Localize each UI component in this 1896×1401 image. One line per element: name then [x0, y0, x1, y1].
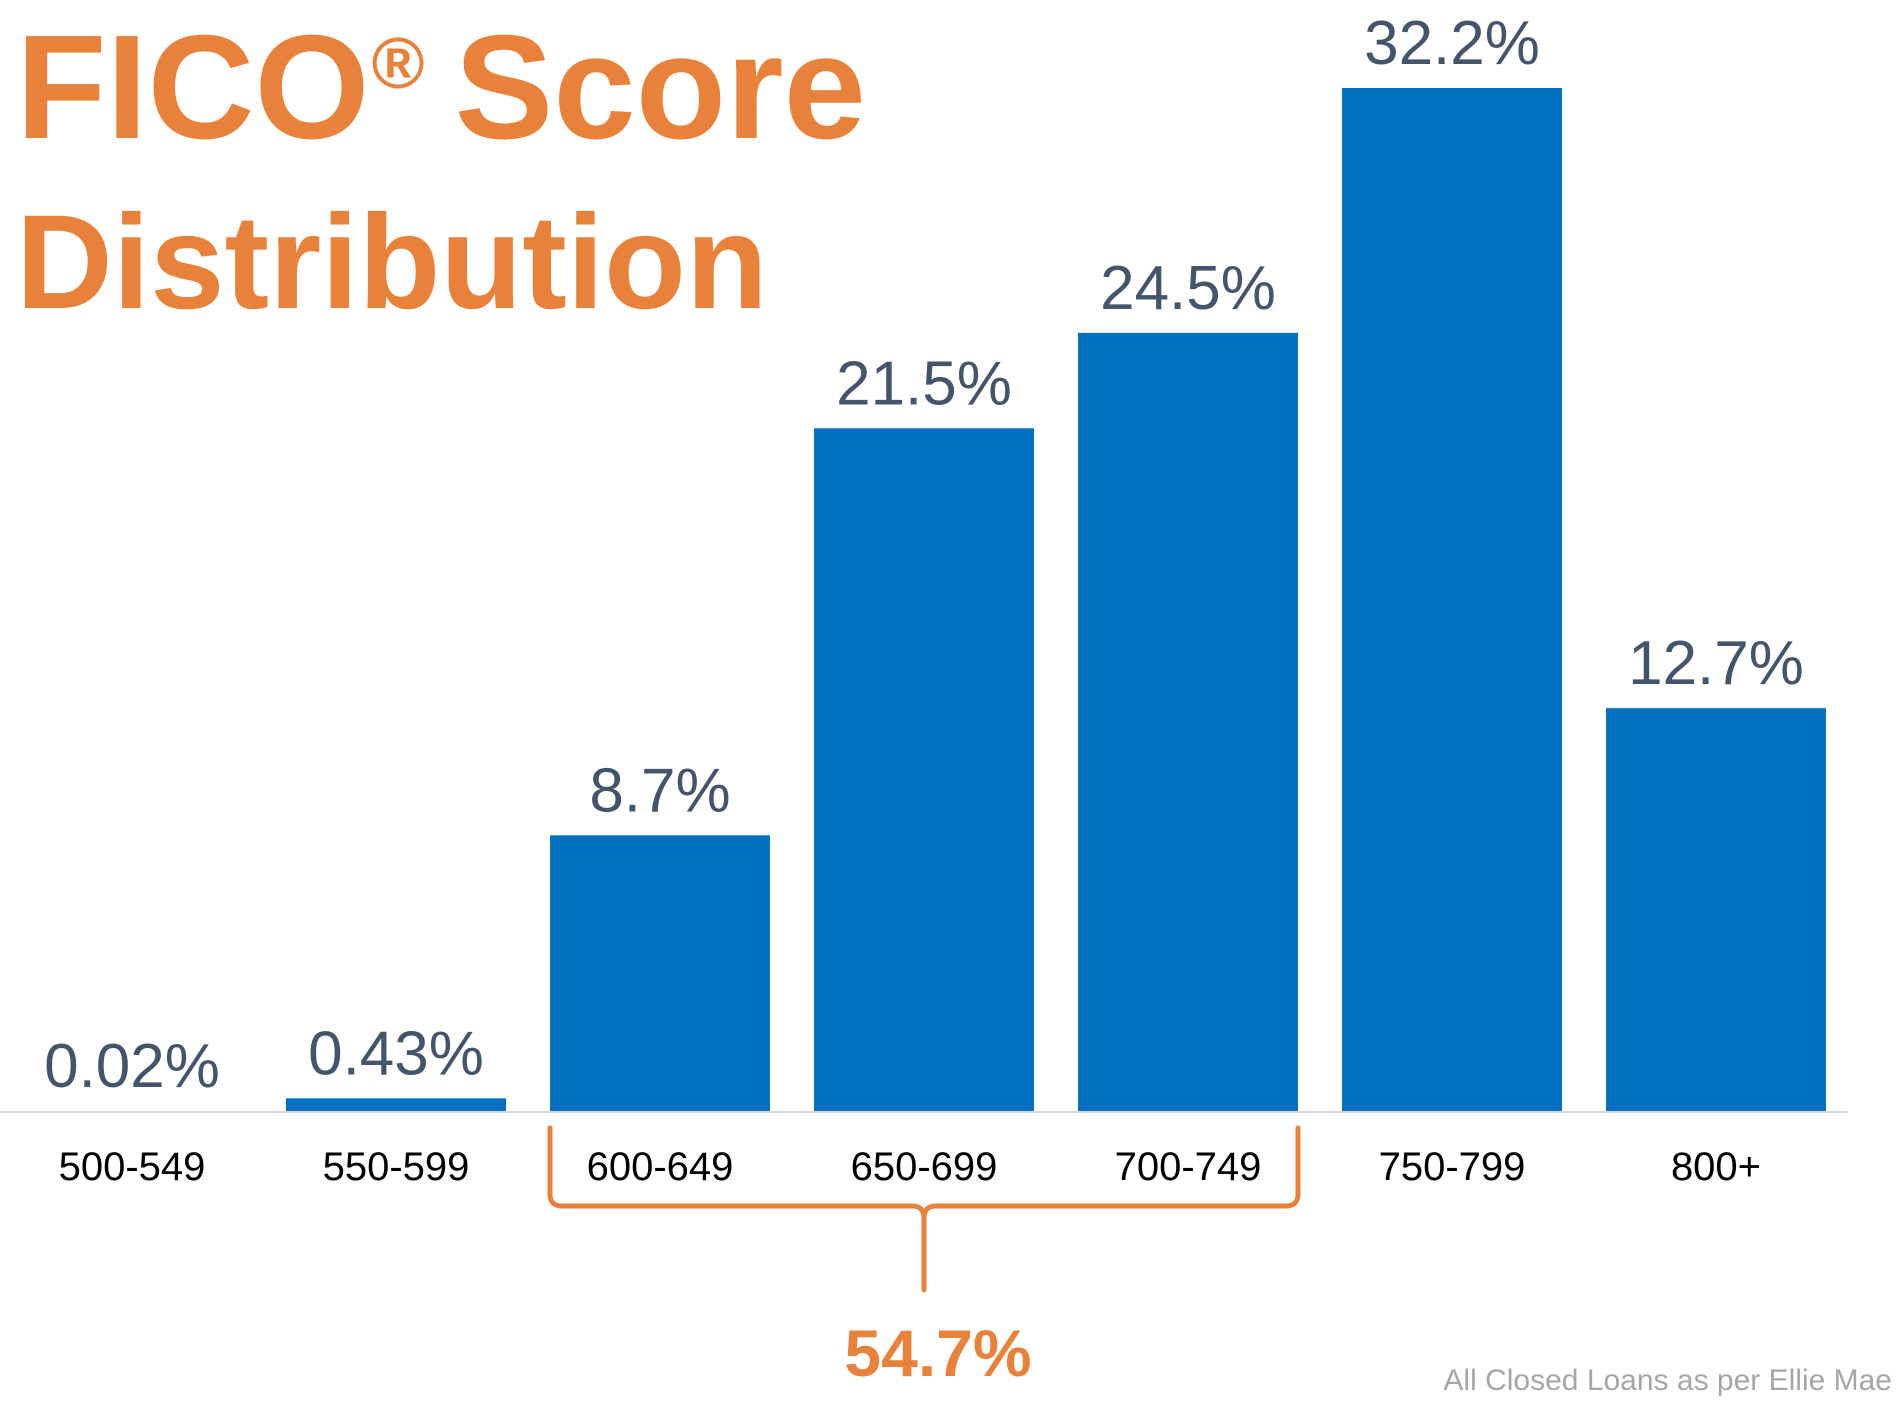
value-label-650-699: 21.5% — [836, 349, 1012, 418]
value-label-500-549: 0.02% — [44, 1032, 220, 1101]
bracket-total-label: 54.7% — [844, 1316, 1031, 1390]
bar-550-599 — [286, 1098, 506, 1112]
registered-mark: ® — [371, 24, 425, 104]
category-label-500-549: 500-549 — [59, 1145, 206, 1189]
chart-title-line2: Distribution — [16, 188, 768, 337]
value-label-700-749: 24.5% — [1100, 254, 1276, 323]
source-footnote: All Closed Loans as per Ellie Mae — [1443, 1364, 1892, 1397]
chart-title-line1: FICO® Score — [16, 14, 866, 162]
category-label-650-699: 650-699 — [851, 1145, 998, 1189]
value-label-750-799: 32.2% — [1364, 9, 1540, 78]
category-label-750-799: 750-799 — [1379, 1145, 1526, 1189]
category-label-550-599: 550-599 — [323, 1145, 470, 1189]
bars-group — [22, 88, 1826, 1112]
bar-600-649 — [550, 835, 770, 1112]
value-label-550-599: 0.43% — [308, 1019, 484, 1088]
value-labels-group: 0.02% 0.43% 8.7% 21.5% 24.5% 32.2% 12.7% — [44, 9, 1804, 1101]
title-score: Score — [454, 5, 866, 170]
bar-700-749 — [1078, 332, 1298, 1112]
bar-750-799 — [1342, 88, 1562, 1112]
category-label-600-649: 600-649 — [587, 1145, 734, 1189]
value-label-800+: 12.7% — [1628, 629, 1804, 698]
bar-800+ — [1606, 708, 1826, 1112]
category-label-700-749: 700-749 — [1115, 1145, 1262, 1189]
range-bracket — [547, 1125, 1301, 1293]
bar-650-699 — [814, 428, 1034, 1112]
title-fico: FICO — [16, 5, 370, 170]
category-labels-group: 500-549 550-599 600-649 650-699 700-749 750-7… — [59, 1145, 1761, 1189]
category-label-800+: 800+ — [1671, 1145, 1761, 1189]
value-label-600-649: 8.7% — [589, 756, 730, 825]
